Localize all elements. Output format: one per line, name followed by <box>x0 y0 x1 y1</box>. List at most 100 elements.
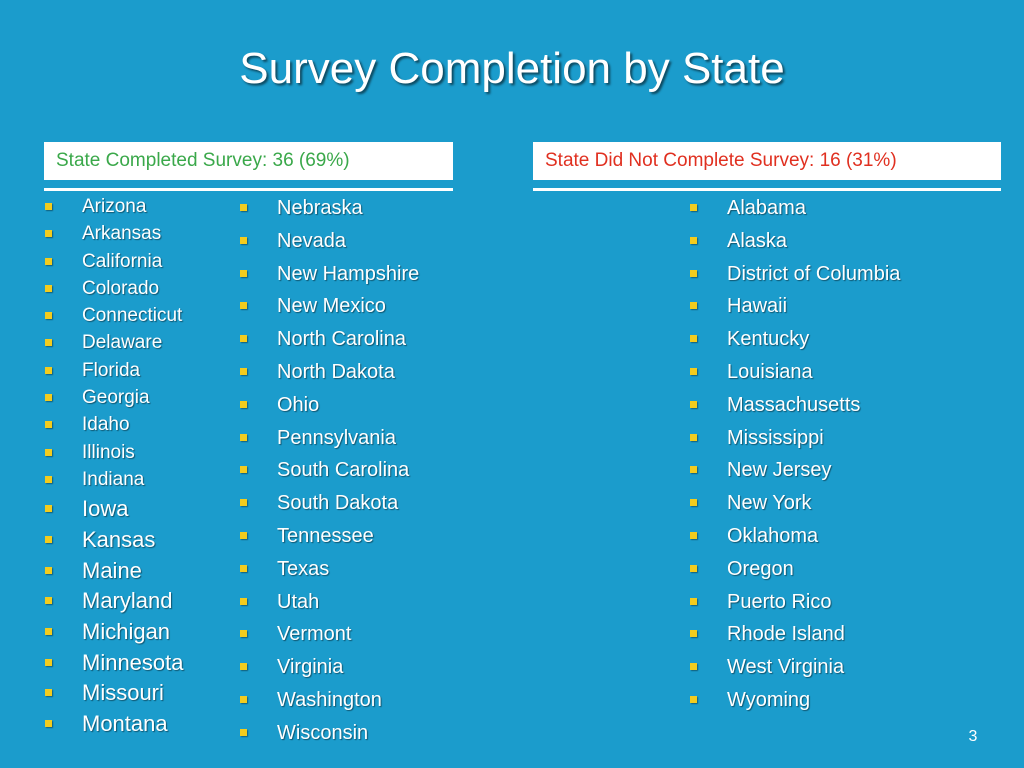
state-name: South Carolina <box>277 459 410 482</box>
state-name: Rhode Island <box>727 623 845 646</box>
square-bullet-icon <box>45 597 52 605</box>
state-list-item: Alabama <box>688 196 900 229</box>
state-name: Georgia <box>82 387 150 409</box>
square-bullet-icon <box>240 335 247 343</box>
state-name: Iowa <box>82 496 129 522</box>
state-list-item: Wyoming <box>688 688 900 721</box>
square-bullet-icon <box>45 312 52 320</box>
state-list-item: Georgia <box>44 387 184 414</box>
state-list-item: Iowa <box>44 496 184 527</box>
state-name: New Mexico <box>277 295 386 318</box>
state-name: Massachusetts <box>727 393 861 416</box>
square-bullet-icon <box>45 689 52 697</box>
state-list-item: Rhode Island <box>688 622 900 655</box>
square-bullet-icon <box>45 535 52 543</box>
state-list-item: Oklahoma <box>688 524 900 557</box>
state-name: New York <box>727 492 812 515</box>
state-list-item: Kentucky <box>688 327 900 360</box>
state-list-item: Louisiana <box>688 360 900 393</box>
state-name: Nevada <box>277 229 346 252</box>
state-list-item: Nebraska <box>238 196 419 229</box>
state-name: Kansas <box>82 526 156 552</box>
state-list-item: Puerto Rico <box>688 590 900 623</box>
square-bullet-icon <box>45 366 52 374</box>
square-bullet-icon <box>690 663 697 671</box>
state-name: West Virginia <box>727 656 845 679</box>
state-name: Maine <box>82 557 142 583</box>
state-name: Puerto Rico <box>727 590 832 613</box>
state-list-item: Utah <box>238 590 419 623</box>
state-list-item: New Mexico <box>238 294 419 327</box>
state-list-item: Connecticut <box>44 305 184 332</box>
square-bullet-icon <box>240 695 247 703</box>
square-bullet-icon <box>690 499 697 507</box>
square-bullet-icon <box>240 400 247 408</box>
square-bullet-icon <box>240 564 247 572</box>
state-list-item: Kansas <box>44 527 184 558</box>
state-list-item: South Carolina <box>238 458 419 491</box>
square-bullet-icon <box>690 302 697 310</box>
state-list-item: Vermont <box>238 622 419 655</box>
state-name: New Hampshire <box>277 262 420 285</box>
square-bullet-icon <box>690 630 697 638</box>
state-name: Florida <box>82 359 141 381</box>
state-name: Oklahoma <box>727 524 819 547</box>
square-bullet-icon <box>45 505 52 513</box>
state-name: Maryland <box>82 588 173 614</box>
completed-states-list-2: Nebraska Nevada New Hampshire New Mexico… <box>238 196 419 754</box>
state-list-item: Minnesota <box>44 650 184 681</box>
state-list-item: Washington <box>238 688 419 721</box>
state-name: Illinois <box>82 441 135 463</box>
state-list-item: Hawaii <box>688 294 900 327</box>
state-list-item: Idaho <box>44 414 184 441</box>
square-bullet-icon <box>690 400 697 408</box>
state-name: California <box>82 250 163 272</box>
completed-header: State Completed Survey: 36 (69%) <box>44 142 453 180</box>
state-list-item: Alaska <box>688 229 900 262</box>
state-list-item: Maine <box>44 558 184 589</box>
square-bullet-icon <box>240 499 247 507</box>
state-list-item: Ohio <box>238 393 419 426</box>
state-name: Hawaii <box>727 295 788 318</box>
state-list-item: North Dakota <box>238 360 419 393</box>
square-bullet-icon <box>45 658 52 666</box>
state-list-item: New Hampshire <box>238 262 419 295</box>
state-list-item: New York <box>688 491 900 524</box>
state-name: Virginia <box>277 656 344 679</box>
square-bullet-icon <box>45 203 52 210</box>
square-bullet-icon <box>240 597 247 605</box>
square-bullet-icon <box>45 257 52 265</box>
state-list-item: Virginia <box>238 655 419 688</box>
state-name: Delaware <box>82 332 163 354</box>
square-bullet-icon <box>45 230 52 238</box>
state-name: Pennsylvania <box>277 426 396 449</box>
state-list-item: South Dakota <box>238 491 419 524</box>
state-name: Ohio <box>277 393 320 416</box>
state-list-item: Oregon <box>688 557 900 590</box>
square-bullet-icon <box>690 236 697 244</box>
state-list-item: Michigan <box>44 619 184 650</box>
state-name: Vermont <box>277 623 352 646</box>
square-bullet-icon <box>45 628 52 636</box>
state-list-item: Wisconsin <box>238 721 419 754</box>
state-name: Oregon <box>727 557 794 580</box>
state-list-item: Colorado <box>44 278 184 305</box>
state-list-item: Pennsylvania <box>238 426 419 459</box>
square-bullet-icon <box>690 204 697 211</box>
square-bullet-icon <box>240 302 247 310</box>
state-name: Nebraska <box>277 197 363 219</box>
square-bullet-icon <box>240 531 247 539</box>
state-list-item: Tennessee <box>238 524 419 557</box>
square-bullet-icon <box>45 566 52 574</box>
page-number: 3 <box>968 728 978 745</box>
state-list-item: New Jersey <box>688 458 900 491</box>
square-bullet-icon <box>690 367 697 375</box>
state-list-item: Arkansas <box>44 223 184 250</box>
square-bullet-icon <box>45 394 52 402</box>
square-bullet-icon <box>240 630 247 638</box>
completed-states-list-1: Arizona Arkansas California Colorado Con… <box>44 196 184 742</box>
state-list-item: Illinois <box>44 442 184 469</box>
square-bullet-icon <box>45 720 52 728</box>
square-bullet-icon <box>690 433 697 441</box>
state-list-item: Massachusetts <box>688 393 900 426</box>
